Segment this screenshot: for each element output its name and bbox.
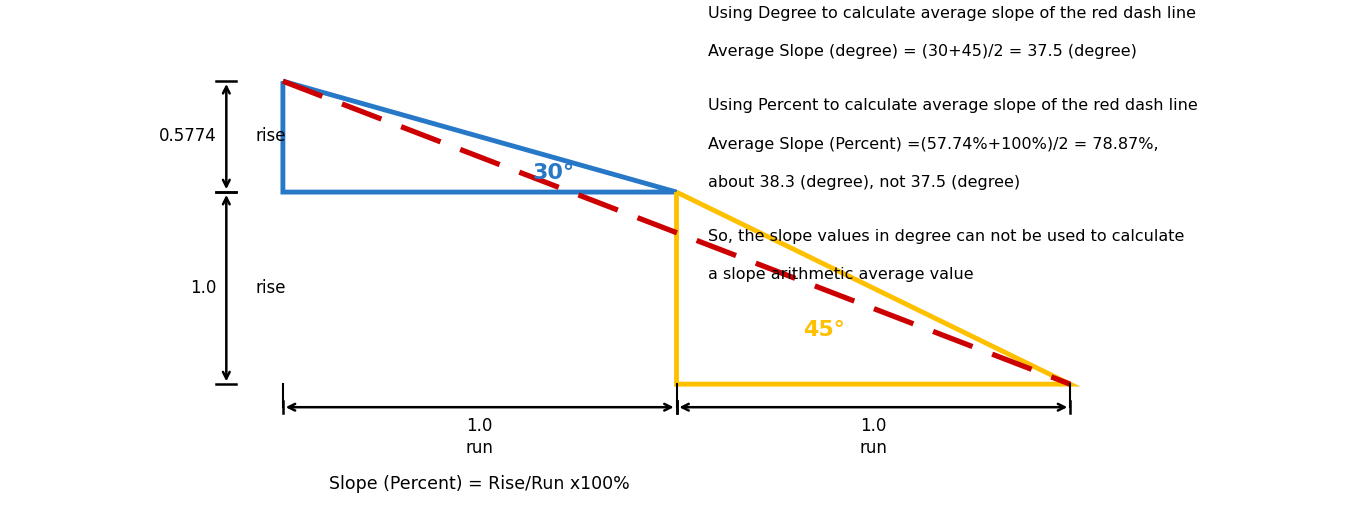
Text: 1.0: 1.0 bbox=[467, 417, 492, 435]
Text: rise: rise bbox=[256, 279, 287, 297]
Text: 30°: 30° bbox=[533, 163, 575, 183]
Text: Average Slope (degree) = (30+45)/2 = 37.5 (degree): Average Slope (degree) = (30+45)/2 = 37.… bbox=[709, 44, 1138, 60]
Text: run: run bbox=[465, 439, 494, 457]
Text: 45°: 45° bbox=[804, 320, 846, 341]
Text: 1.0: 1.0 bbox=[191, 279, 216, 297]
Text: Using Degree to calculate average slope of the red dash line: Using Degree to calculate average slope … bbox=[709, 6, 1196, 21]
Text: a slope arithmetic average value: a slope arithmetic average value bbox=[709, 267, 974, 282]
Text: run: run bbox=[859, 439, 888, 457]
Text: Average Slope (Percent) =(57.74%+100%)/2 = 78.87%,: Average Slope (Percent) =(57.74%+100%)/2… bbox=[709, 136, 1160, 152]
Text: Using Percent to calculate average slope of the red dash line: Using Percent to calculate average slope… bbox=[709, 98, 1199, 113]
Text: So, the slope values in degree can not be used to calculate: So, the slope values in degree can not b… bbox=[709, 229, 1185, 244]
Text: 1.0: 1.0 bbox=[861, 417, 886, 435]
Text: rise: rise bbox=[256, 127, 287, 146]
Text: 0.5774: 0.5774 bbox=[158, 127, 216, 146]
Text: about 38.3 (degree), not 37.5 (degree): about 38.3 (degree), not 37.5 (degree) bbox=[709, 175, 1020, 190]
Text: Slope (Percent) = Rise/Run x100%: Slope (Percent) = Rise/Run x100% bbox=[329, 475, 630, 493]
